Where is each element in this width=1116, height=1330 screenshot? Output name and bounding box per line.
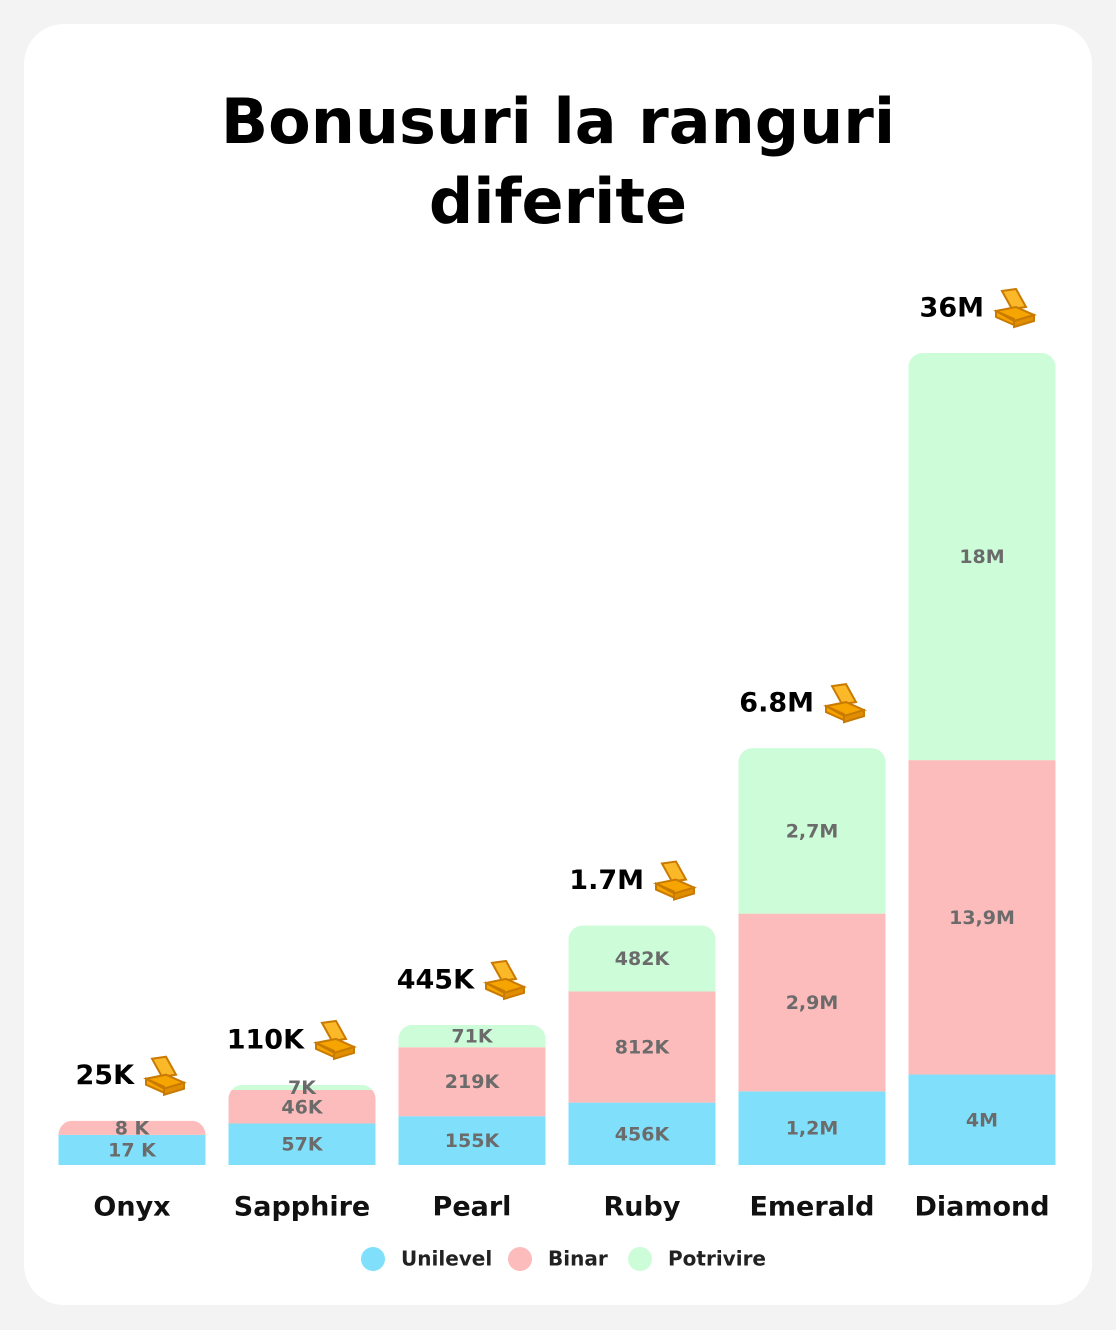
bar-segment xyxy=(568,925,716,992)
gold-icon xyxy=(490,959,518,983)
bar-segment xyxy=(568,991,716,1103)
gold-icon xyxy=(843,708,865,724)
segment-label: 155K xyxy=(445,1130,501,1152)
segment-label: 219K xyxy=(445,1071,501,1093)
legend-swatch xyxy=(361,1247,385,1271)
bar-group xyxy=(908,353,1056,1165)
x-tick-label: Ruby xyxy=(604,1192,681,1223)
bar-segment xyxy=(58,1120,206,1135)
bar-segment xyxy=(398,1024,546,1048)
gold-icon xyxy=(503,985,525,1001)
gold-icon xyxy=(830,683,858,706)
x-tick-label: Pearl xyxy=(433,1192,512,1223)
bar-segment xyxy=(398,1116,546,1165)
bar-group xyxy=(738,748,886,1165)
segment-label: 2,9M xyxy=(786,992,839,1014)
segment-label: 13,9M xyxy=(949,907,1015,929)
bar-segment xyxy=(228,1084,376,1091)
gold-icon xyxy=(163,1081,185,1097)
bar-segment xyxy=(398,1047,546,1117)
total-label: 25K xyxy=(76,1060,136,1091)
legend-label: Binar xyxy=(548,1247,608,1271)
bar-segment xyxy=(908,760,1056,1075)
segment-label: 18M xyxy=(959,546,1004,568)
bar-segment xyxy=(738,913,886,1092)
gold-icon xyxy=(320,1019,348,1042)
total-label: 1.7M xyxy=(569,865,644,896)
chart-title: Bonusuri la ranguri diferite xyxy=(220,85,896,238)
total-label: 36M xyxy=(920,293,984,324)
segment-label: 7K xyxy=(288,1077,317,1099)
legend-label: Potrivire xyxy=(668,1247,766,1271)
legend-swatch xyxy=(628,1247,652,1271)
x-tick-label: Onyx xyxy=(93,1192,170,1223)
segment-label: 57K xyxy=(281,1134,323,1156)
bar-segment xyxy=(568,1102,716,1165)
segment-label: 17 K xyxy=(108,1139,157,1161)
x-tick-label: Diamond xyxy=(914,1192,1049,1223)
gold-icon xyxy=(150,1055,178,1078)
x-tick-label: Sapphire xyxy=(234,1192,370,1223)
bar-group xyxy=(568,925,716,1165)
total-label: 110K xyxy=(227,1024,305,1055)
segment-label: 456K xyxy=(615,1123,671,1145)
gold-icon xyxy=(673,886,695,901)
x-tick-label: Emerald xyxy=(749,1192,874,1223)
legend-swatch xyxy=(508,1247,532,1271)
bar-segment xyxy=(228,1123,376,1165)
segment-label: 482K xyxy=(615,948,671,970)
legend-label: Unilevel xyxy=(401,1247,492,1271)
gold-icon xyxy=(1000,287,1028,311)
bar-segment xyxy=(738,748,886,914)
bar-segment xyxy=(58,1134,206,1165)
bar-segment xyxy=(908,1074,1056,1165)
bar-group xyxy=(228,1084,376,1165)
bar-group xyxy=(58,1120,206,1165)
segment-label: 46K xyxy=(281,1096,323,1118)
segment-label: 812K xyxy=(615,1037,671,1059)
total-label: 6.8M xyxy=(739,688,814,719)
segment-label: 71K xyxy=(451,1026,493,1048)
segment-label: 4M xyxy=(966,1109,998,1131)
gold-icon xyxy=(333,1045,355,1061)
bar-segment xyxy=(908,353,1056,761)
gold-icon xyxy=(660,860,688,883)
segment-label: 8 K xyxy=(115,1117,151,1139)
bar-group xyxy=(398,1024,546,1165)
total-label: 445K xyxy=(397,964,475,995)
bar-segment xyxy=(738,1091,886,1165)
segment-label: 1,2M xyxy=(786,1118,839,1140)
gold-icon xyxy=(1013,313,1035,329)
segment-label: 2,7M xyxy=(786,820,839,842)
bar-segment xyxy=(228,1090,376,1124)
